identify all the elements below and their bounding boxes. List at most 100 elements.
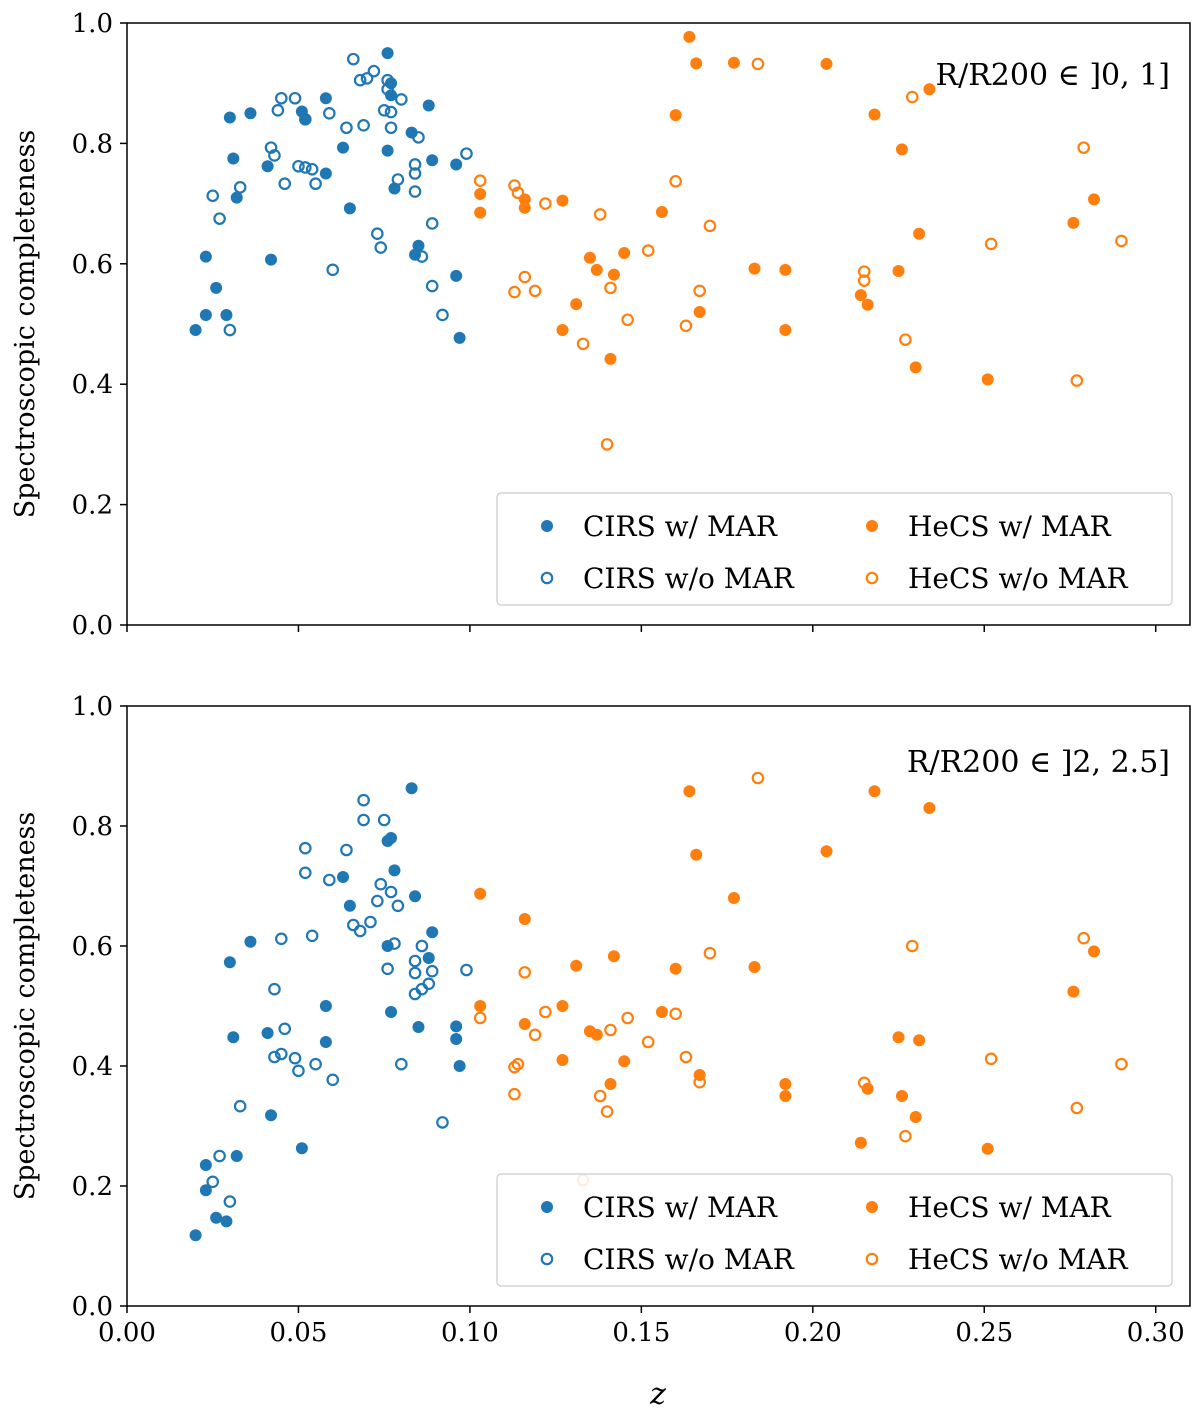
point-hecs-without-mar [1070,374,1084,387]
point-cirs-without-mar [326,1073,340,1087]
point-cirs-with-mar [319,92,332,105]
panel-bottom-ticks: 0.00 0.05 0.10 0.15 0.20 0.25 0.30 0.0 0.2 0.4 0.6… [72,692,1185,1348]
panel-top-y-tick-label: 0.0 [72,611,113,641]
point-cirs-with-mar [223,111,236,124]
point-hecs-with-mar [570,298,583,311]
point-cirs-without-mar [408,954,422,968]
point-hecs-with-mar [1087,193,1100,206]
point-hecs-with-mar [748,262,761,275]
point-cirs-with-mar [319,167,332,180]
point-hecs-with-mar [923,802,936,814]
point-cirs-with-mar [381,47,394,60]
point-cirs-with-mar [453,331,466,344]
point-cirs-without-mar [408,158,422,171]
point-cirs-without-mar [388,937,401,950]
point-cirs-with-mar [319,1036,332,1048]
point-cirs-with-mar [337,871,350,883]
point-cirs-without-mar [381,82,394,96]
panel-bottom-y-tick-label: 0.4 [72,1052,113,1082]
point-cirs-without-mar [460,963,473,977]
legend-label-cirs-without-mar: CIRS w/o MAR [583,562,795,595]
panel-bottom-y-tick-label: 1.0 [72,692,113,722]
point-hecs-with-mar [892,265,905,278]
point-cirs-without-mar [425,217,439,230]
point-hecs-with-mar [518,913,531,925]
point-cirs-with-mar [381,940,394,952]
point-cirs-with-mar [450,1020,463,1033]
point-hecs-with-mar [923,83,936,96]
point-hecs-without-mar [508,179,521,192]
point-hecs-with-mar [895,143,908,156]
point-cirs-without-mar [367,64,381,78]
x-tick-label: 0.00 [98,1318,156,1348]
point-hecs-without-mar [679,319,693,333]
point-hecs-without-mar [641,244,655,257]
point-cirs-without-mar [288,91,302,105]
legend-marker-cirs-with-mar [541,1201,553,1213]
point-cirs-without-mar [347,918,360,932]
point-hecs-with-mar [618,1055,631,1068]
point-hecs-with-mar [820,845,833,858]
point-hecs-with-mar [604,1078,617,1090]
point-cirs-without-mar [436,308,449,322]
point-cirs-with-mar [299,113,312,126]
point-cirs-without-mar [268,1050,281,1064]
point-cirs-with-mar [295,1142,308,1155]
point-hecs-with-mar [909,1111,922,1123]
point-cirs-with-mar [261,1027,274,1039]
point-cirs-without-mar [275,91,288,105]
point-cirs-with-mar [450,1033,463,1045]
point-hecs-without-mar [511,186,525,200]
legend-label-hecs-without-mar: HeCS w/o MAR [908,1243,1129,1276]
panel-bottom-y-tick-label: 0.2 [72,1172,113,1202]
point-hecs-without-mar [576,337,590,351]
point-hecs-with-mar [748,961,761,973]
point-cirs-without-mar [460,147,473,160]
x-axis-label: z [649,1377,666,1412]
point-cirs-without-mar [391,173,405,186]
panel-top-ticks: 0.0 0.2 0.4 0.6 0.8 1.0 [72,9,1157,641]
point-hecs-without-mar [703,946,717,960]
point-hecs-with-mar [779,1090,792,1102]
point-hecs-without-mar [641,1035,655,1049]
point-cirs-without-mar [206,1175,220,1189]
point-hecs-with-mar [556,1054,569,1066]
legend-marker-cirs-with-mar [541,520,553,532]
point-cirs-with-mar [261,160,274,173]
point-cirs-without-mar [408,167,422,180]
point-cirs-without-mar [408,966,422,980]
point-hecs-with-mar [895,1090,908,1102]
point-hecs-with-mar [779,1078,792,1090]
point-hecs-with-mar [909,361,922,374]
x-tick-label: 0.20 [784,1318,842,1348]
point-cirs-without-mar [364,915,377,929]
point-hecs-with-mar [693,305,706,318]
point-cirs-without-mar [278,1022,292,1036]
point-hecs-without-mar [905,90,919,104]
panel-top-y-tick-label: 0.8 [72,129,113,159]
point-hecs-with-mar [474,887,487,900]
point-cirs-without-mar [299,161,312,174]
point-hecs-with-mar [913,1034,926,1047]
point-cirs-without-mar [264,141,278,154]
point-cirs-without-mar [357,813,370,827]
point-cirs-without-mar [340,121,353,135]
x-tick-label: 0.15 [612,1318,670,1348]
point-hecs-with-mar [556,194,569,207]
point-cirs-with-mar [220,1215,233,1228]
point-cirs-without-mar [436,1116,449,1129]
panel-top-annotation: R/R200 ∈ ]0, 1] [936,58,1170,93]
point-cirs-without-mar [233,181,247,194]
point-cirs-with-mar [227,152,240,165]
legend-label-cirs-with-mar: CIRS w/ MAR [583,1191,778,1224]
point-hecs-without-mar [984,1052,998,1066]
point-hecs-with-mar [669,962,682,975]
point-cirs-with-mar [199,1159,212,1171]
point-cirs-with-mar [412,1021,425,1033]
point-hecs-without-mar [511,1057,525,1071]
point-cirs-without-mar [278,177,292,191]
point-cirs-without-mar [425,964,439,978]
point-hecs-without-mar [508,1060,521,1074]
panel-bottom-y-tick-label: 0.0 [72,1292,113,1322]
